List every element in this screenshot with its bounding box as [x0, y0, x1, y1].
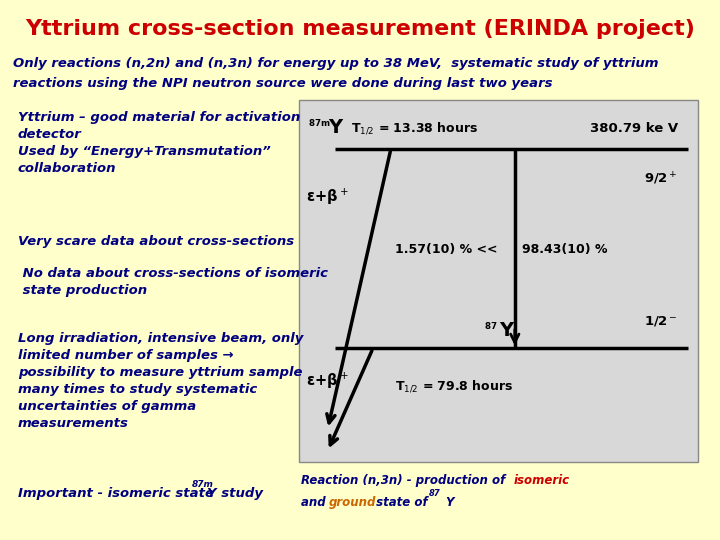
Text: ε+β$^+$: ε+β$^+$ [306, 370, 348, 391]
Text: 1.57(10) % <<: 1.57(10) % << [395, 243, 497, 256]
Text: state of: state of [372, 496, 436, 509]
Text: 1/2$^-$: 1/2$^-$ [644, 314, 678, 328]
Text: $\mathbf{Y}$: $\mathbf{Y}$ [499, 321, 516, 340]
Text: Y: Y [445, 496, 454, 509]
Text: No data about cross-sections of isomeric
 state production: No data about cross-sections of isomeric… [18, 267, 328, 298]
Text: 87m: 87m [192, 480, 214, 489]
Text: Y study: Y study [207, 487, 264, 500]
Text: 98.43(10) %: 98.43(10) % [522, 243, 608, 256]
Text: Very scare data about cross-sections: Very scare data about cross-sections [18, 235, 294, 248]
FancyBboxPatch shape [299, 100, 698, 462]
Text: Important - isomeric state: Important - isomeric state [18, 487, 219, 500]
Text: 87: 87 [429, 489, 441, 498]
Text: Long irradiation, intensive beam, only
limited number of samples →
possibility t: Long irradiation, intensive beam, only l… [18, 332, 303, 430]
Text: $\mathbf{^{87}}$: $\mathbf{^{87}}$ [484, 322, 498, 335]
Text: T$_{1/2}$ = 79.8 hours: T$_{1/2}$ = 79.8 hours [395, 378, 513, 394]
Text: 380.79 ke V: 380.79 ke V [590, 122, 678, 135]
Text: reactions using the NPI neutron source were done during last two years: reactions using the NPI neutron source w… [13, 77, 552, 90]
Text: ground: ground [328, 496, 376, 509]
Text: Reaction (n,3n) - production of: Reaction (n,3n) - production of [301, 474, 509, 487]
Text: ε+β$^+$: ε+β$^+$ [306, 187, 348, 207]
Text: Only reactions (n,2n) and (n,3n) for energy up to 38 MeV,  systematic study of y: Only reactions (n,2n) and (n,3n) for ene… [13, 57, 659, 70]
Text: $\mathbf{^{87m}}$: $\mathbf{^{87m}}$ [308, 119, 331, 132]
Text: T$_{1/2}$ = 13.38 hours: T$_{1/2}$ = 13.38 hours [351, 120, 479, 137]
Text: Yttrium cross-section measurement (ERINDA project): Yttrium cross-section measurement (ERIND… [25, 19, 695, 39]
Text: and: and [301, 496, 330, 509]
Text: $\mathbf{Y}$: $\mathbf{Y}$ [328, 118, 344, 137]
Text: Yttrium – good material for activation
detector
Used by “Energy+Transmutation”
c: Yttrium – good material for activation d… [18, 111, 300, 175]
Text: 9/2$^+$: 9/2$^+$ [644, 171, 678, 187]
Text: isomeric: isomeric [513, 474, 570, 487]
